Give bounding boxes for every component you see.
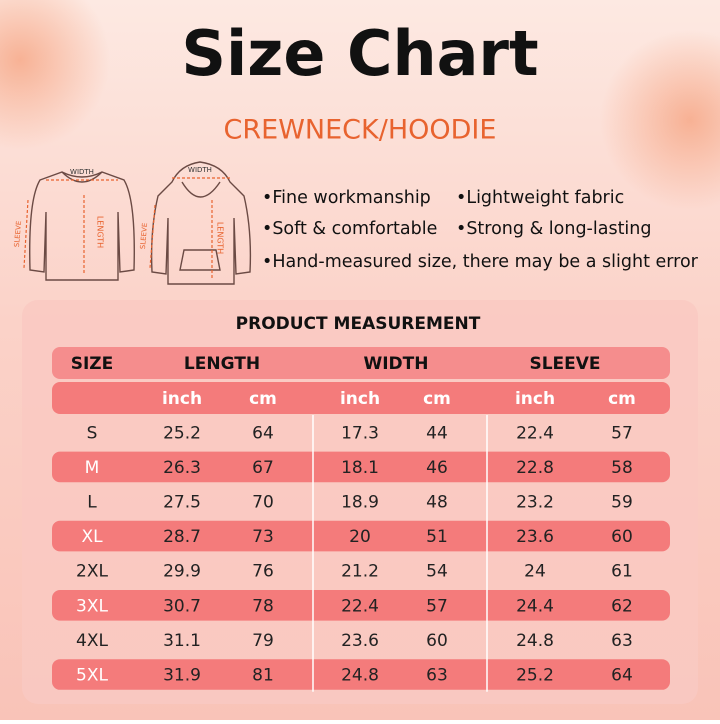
value-cell: 31.1 <box>163 631 201 651</box>
value-cell: 57 <box>426 596 448 616</box>
value-cell: 26.3 <box>163 458 201 478</box>
size-cell: M <box>85 458 100 478</box>
value-cell: 48 <box>426 493 448 513</box>
value-cell: 60 <box>611 527 633 547</box>
value-cell: 51 <box>426 527 448 547</box>
unit-header: cm <box>249 389 277 409</box>
value-cell: 31.9 <box>163 666 201 686</box>
value-cell: 62 <box>611 596 633 616</box>
value-cell: 81 <box>252 666 274 686</box>
value-cell: 76 <box>252 562 274 582</box>
unit-header: inch <box>340 389 380 409</box>
value-cell: 21.2 <box>341 562 379 582</box>
row-band <box>52 520 670 552</box>
feature: •Fine workmanship <box>262 188 431 208</box>
length-label: LENGTH <box>216 222 225 254</box>
size-cell: 5XL <box>76 666 108 686</box>
value-cell: 57 <box>611 423 633 443</box>
value-cell: 67 <box>252 458 274 478</box>
value-cell: 70 <box>252 493 274 513</box>
value-cell: 24.8 <box>516 631 554 651</box>
value-cell: 22.8 <box>516 458 554 478</box>
row-band <box>52 590 670 621</box>
value-cell: 23.6 <box>516 527 554 547</box>
value-cell: 17.3 <box>341 423 379 443</box>
value-cell: 79 <box>252 631 274 651</box>
table-title: PRODUCT MEASUREMENT <box>236 314 481 334</box>
hoodie-drawing <box>150 161 252 285</box>
size-cell: L <box>87 493 97 513</box>
table: SIZE LENGTH WIDTH SLEEVE inch cm inch cm inch cm S… <box>52 347 670 692</box>
sleeve-label: SLEEVE <box>139 222 149 249</box>
value-cell: 60 <box>426 631 448 651</box>
length-label: LENGTH <box>96 216 105 248</box>
value-cell: 20 <box>349 527 371 547</box>
header-band <box>52 347 670 379</box>
value-cell: 29.9 <box>163 562 201 582</box>
width-label: WIDTH <box>188 166 212 174</box>
column-header: SIZE <box>71 354 114 374</box>
value-cell: 54 <box>426 562 448 582</box>
value-cell: 23.6 <box>341 631 379 651</box>
size-cell: 3XL <box>76 596 108 616</box>
value-cell: 58 <box>611 458 633 478</box>
value-cell: 63 <box>426 666 448 686</box>
measure-lines <box>23 177 232 278</box>
value-cell: 22.4 <box>516 423 554 443</box>
column-header: WIDTH <box>363 354 428 374</box>
row-band <box>52 451 670 483</box>
feature: •Soft & comfortable <box>262 219 437 239</box>
unit-band <box>52 382 670 414</box>
sleeve-label: SLEEVE <box>13 220 23 247</box>
value-cell: 27.5 <box>163 493 201 513</box>
value-cell: 30.7 <box>163 596 201 616</box>
unit-header: cm <box>608 389 636 409</box>
value-cell: 24.4 <box>516 596 554 616</box>
value-cell: 44 <box>426 423 448 443</box>
value-cell: 24.8 <box>341 666 379 686</box>
feature: •Hand-measured size, there may be a slig… <box>262 252 699 272</box>
value-cell: 18.9 <box>341 493 379 513</box>
crewneck-drawing <box>29 171 135 281</box>
value-cell: 25.2 <box>163 423 201 443</box>
value-cell: 63 <box>611 631 633 651</box>
value-cell: 28.7 <box>163 527 201 547</box>
unit-header: inch <box>515 389 555 409</box>
value-cell: 22.4 <box>341 596 379 616</box>
value-cell: 24 <box>524 562 546 582</box>
subtitle: CREWNECK/HOODIE <box>224 115 497 146</box>
value-cell: 46 <box>426 458 448 478</box>
features: •Fine workmanship •Lightweight fabric •Sof… <box>262 188 699 272</box>
value-cell: 18.1 <box>341 458 379 478</box>
unit-header: inch <box>162 389 202 409</box>
value-cell: 78 <box>252 596 274 616</box>
feature: •Lightweight fabric <box>456 188 624 208</box>
value-cell: 64 <box>252 423 274 443</box>
value-cell: 64 <box>611 666 633 686</box>
size-cell: XL <box>81 527 103 547</box>
width-label: WIDTH <box>70 168 94 176</box>
unit-header: cm <box>423 389 451 409</box>
decor <box>0 0 110 150</box>
size-cell: S <box>87 423 98 443</box>
value-cell: 25.2 <box>516 666 554 686</box>
decor <box>600 30 720 210</box>
size-cell: 4XL <box>76 631 108 651</box>
column-header: SLEEVE <box>529 354 600 374</box>
feature: •Strong & long-lasting <box>456 219 652 239</box>
value-cell: 23.2 <box>516 493 554 513</box>
row-band <box>52 659 670 690</box>
column-header: LENGTH <box>184 354 260 374</box>
value-cell: 59 <box>611 493 633 513</box>
value-cell: 73 <box>252 527 274 547</box>
title: Size Chart <box>181 17 538 90</box>
size-cell: 2XL <box>76 562 108 582</box>
value-cell: 61 <box>611 562 633 582</box>
